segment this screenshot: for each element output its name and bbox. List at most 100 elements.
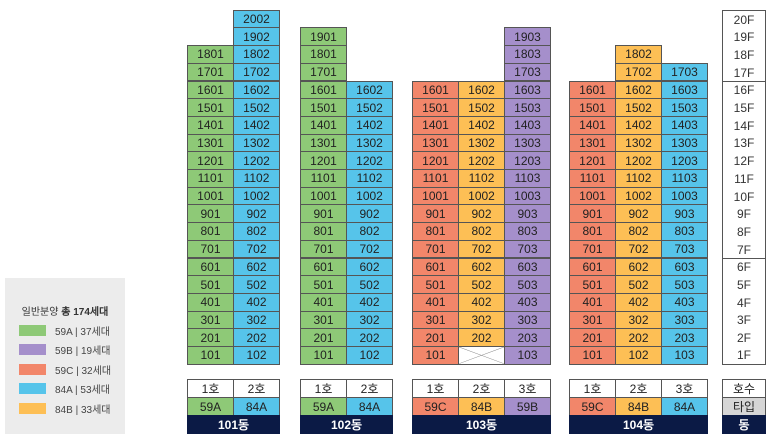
unit-cell: 801 bbox=[569, 222, 616, 241]
unit-cell: 1001 bbox=[300, 186, 347, 206]
unit-cell: 202 bbox=[458, 328, 505, 347]
legend-swatch bbox=[19, 363, 46, 375]
unit-cell: 902 bbox=[346, 204, 393, 224]
unit-cell: 101 bbox=[569, 346, 616, 365]
unit-cell: 1802 bbox=[233, 45, 280, 64]
dong-label: 104동 bbox=[569, 415, 708, 434]
unit-cell: 1303 bbox=[504, 133, 551, 153]
floor-label: 20F bbox=[722, 9, 766, 29]
floor-label: 13F bbox=[722, 133, 766, 153]
unit-cell: 1402 bbox=[458, 115, 505, 135]
ho-label-cell: 호수 bbox=[722, 379, 766, 398]
unit-cell: 602 bbox=[458, 257, 505, 277]
unit-cell: 601 bbox=[569, 257, 616, 277]
unit-cell: 1401 bbox=[412, 115, 459, 135]
unit-cell: 703 bbox=[661, 239, 708, 259]
unit-cell: 102 bbox=[615, 346, 662, 365]
unit-cell: 1502 bbox=[615, 98, 662, 117]
unit-cell: 1703 bbox=[504, 62, 551, 82]
unit-cell: 201 bbox=[569, 328, 616, 347]
unit-cell: 702 bbox=[346, 239, 393, 259]
unit-cell: 802 bbox=[458, 222, 505, 241]
type-cell: 84B bbox=[458, 397, 505, 416]
unit-cell: 1602 bbox=[233, 80, 280, 100]
legend-item-label: 59C | 32세대 bbox=[55, 365, 112, 377]
dong-label-cell: 동 bbox=[722, 415, 766, 434]
unit-cell: 202 bbox=[233, 328, 280, 347]
ho-header-cell: 2호 bbox=[233, 379, 280, 398]
unit-cell: 702 bbox=[458, 239, 505, 259]
unit-cell: 302 bbox=[346, 310, 393, 330]
unit-cell: 802 bbox=[346, 222, 393, 241]
unit-cell: 202 bbox=[615, 328, 662, 347]
unit-cell: 902 bbox=[615, 204, 662, 224]
unit-cell: 101 bbox=[412, 346, 459, 365]
unit-cell: 1601 bbox=[300, 80, 347, 100]
unit-cell: 303 bbox=[504, 310, 551, 330]
unit-cell: 601 bbox=[300, 257, 347, 277]
unit-cell: 701 bbox=[187, 239, 234, 259]
unit-cell: 1501 bbox=[569, 98, 616, 117]
unit-cell: 202 bbox=[346, 328, 393, 347]
type-cell: 59C bbox=[569, 397, 616, 416]
unit-cell: 1401 bbox=[187, 115, 234, 135]
unit-cell: 502 bbox=[458, 275, 505, 294]
unit-cell: 101 bbox=[187, 346, 234, 365]
floor-label: 3F bbox=[722, 310, 766, 330]
unit-cell: 103 bbox=[504, 346, 551, 365]
unit-cell: 103 bbox=[661, 346, 708, 365]
unit-cell: 1001 bbox=[412, 186, 459, 206]
unit-cell: 1603 bbox=[661, 80, 708, 100]
unit-cell: 201 bbox=[412, 328, 459, 347]
unit-cell: 1101 bbox=[412, 169, 459, 188]
unit-cell: 403 bbox=[661, 292, 708, 312]
unit-cell: 1202 bbox=[615, 151, 662, 170]
unit-cell: 1003 bbox=[504, 186, 551, 206]
legend-swatch bbox=[19, 383, 46, 394]
unit-cell: 702 bbox=[233, 239, 280, 259]
unit-cell: 903 bbox=[661, 204, 708, 224]
unit-cell: 1302 bbox=[458, 133, 505, 153]
unit-cell: 701 bbox=[412, 239, 459, 259]
floor-label: 15F bbox=[722, 98, 766, 117]
unit-cell: 101 bbox=[300, 346, 347, 365]
unit-cell: 1301 bbox=[300, 133, 347, 153]
unit-cell: 601 bbox=[412, 257, 459, 277]
unit-cell: 801 bbox=[187, 222, 234, 241]
unit-cell: 501 bbox=[569, 275, 616, 294]
unit-cell: 401 bbox=[300, 292, 347, 312]
unit-cell: 1701 bbox=[187, 62, 234, 82]
unit-cell: 402 bbox=[233, 292, 280, 312]
unit-cell: 1001 bbox=[187, 186, 234, 206]
legend-item-label: 59A | 37세대 bbox=[55, 326, 110, 338]
unit-cell: 1702 bbox=[615, 62, 662, 82]
floor-label: 18F bbox=[722, 45, 766, 64]
unit-cell: 1403 bbox=[504, 115, 551, 135]
ho-header-cell: 3호 bbox=[504, 379, 551, 398]
floor-label: 1F bbox=[722, 346, 766, 365]
unit-cell: 1002 bbox=[346, 186, 393, 206]
ho-header-cell: 2호 bbox=[615, 379, 662, 398]
unit-cell: 1402 bbox=[346, 115, 393, 135]
unit-cell: 602 bbox=[615, 257, 662, 277]
unit-cell: 901 bbox=[300, 204, 347, 224]
unit-cell: 402 bbox=[615, 292, 662, 312]
legend-title-prefix: 일반분양 bbox=[21, 307, 59, 318]
unit-cell: 1603 bbox=[504, 80, 551, 100]
unit-cell: 1301 bbox=[187, 133, 234, 153]
unit-cell: 1502 bbox=[346, 98, 393, 117]
unit-cell: 703 bbox=[504, 239, 551, 259]
unit-cell: 1601 bbox=[412, 80, 459, 100]
unit-cell: 1103 bbox=[504, 169, 551, 188]
unit-cell: 401 bbox=[187, 292, 234, 312]
dong-label: 101동 bbox=[187, 415, 280, 434]
floor-label: 10F bbox=[722, 186, 766, 206]
unit-cell: 1402 bbox=[615, 115, 662, 135]
unit-cell: 1201 bbox=[569, 151, 616, 170]
unit-cell: 1201 bbox=[412, 151, 459, 170]
unit-cell: 1802 bbox=[615, 45, 662, 64]
unit-cell: 701 bbox=[569, 239, 616, 259]
unit-cell: 803 bbox=[504, 222, 551, 241]
unit-cell: 1703 bbox=[661, 62, 708, 82]
floor-label: 5F bbox=[722, 275, 766, 294]
